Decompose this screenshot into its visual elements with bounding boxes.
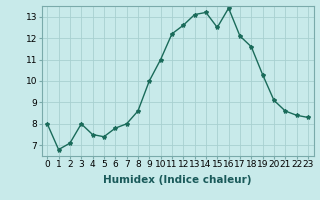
- X-axis label: Humidex (Indice chaleur): Humidex (Indice chaleur): [103, 175, 252, 185]
